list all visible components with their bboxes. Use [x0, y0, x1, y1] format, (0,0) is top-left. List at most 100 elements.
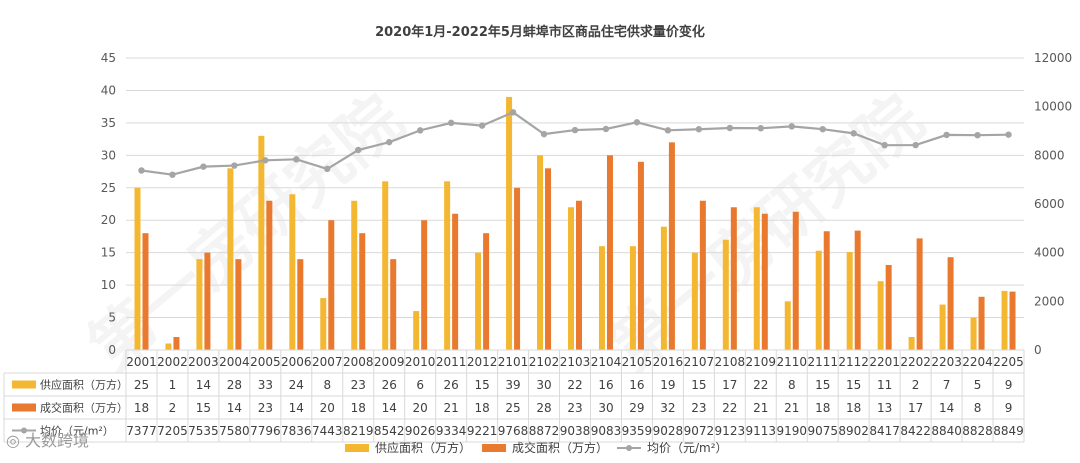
table-value: 20 [320, 401, 335, 415]
price-point [231, 162, 238, 169]
left-axis-tick: 0 [108, 343, 116, 357]
table-value: 9 [1005, 378, 1013, 392]
table-value: 23 [351, 378, 366, 392]
table-value: 8422 [900, 424, 931, 438]
category-label: 2001 [126, 355, 157, 369]
table-value: 8849 [993, 424, 1024, 438]
table-value: 8828 [962, 424, 993, 438]
table-value: 9028 [653, 424, 684, 438]
table-value: 25 [505, 401, 520, 415]
row-label: 成交面积（万方） [40, 401, 128, 415]
table-value: 20 [413, 401, 428, 415]
transaction-bar [792, 211, 799, 350]
supply-bar [877, 281, 884, 350]
legend-label: 均价（元/m²） [647, 441, 728, 455]
table-value: 28 [536, 401, 551, 415]
table-value: 7535 [188, 424, 219, 438]
table-value: 19 [660, 378, 675, 392]
table-value: 8219 [343, 424, 374, 438]
table-value: 9359 [622, 424, 653, 438]
left-axis-tick: 25 [101, 181, 116, 195]
transaction-bar [978, 296, 985, 350]
chart-title: 2020年1月-2022年5月蚌埠市区商品住宅供求量价变化 [375, 24, 705, 40]
supply-bar [413, 311, 420, 350]
table-value: 32 [660, 401, 675, 415]
table-value: 6 [416, 378, 424, 392]
table-value: 21 [753, 401, 768, 415]
transaction-bar [854, 230, 861, 350]
price-point [324, 165, 331, 173]
price-point [447, 119, 455, 127]
table-value: 17 [908, 401, 923, 415]
table-value: 21 [784, 401, 799, 415]
price-point [571, 126, 579, 134]
price-point [819, 125, 826, 133]
table-value: 9072 [684, 424, 715, 438]
row-marker [12, 380, 36, 389]
price-point [974, 131, 981, 139]
table-value: 17 [722, 378, 737, 392]
category-label: 2012 [467, 355, 498, 369]
price-point [726, 124, 734, 132]
legend-swatch [345, 444, 369, 452]
table-value: 22 [722, 401, 737, 415]
transaction-bar [576, 200, 582, 350]
table-value: 25 [134, 378, 149, 392]
category-label: 2103 [560, 355, 591, 369]
table-value: 7 [943, 378, 951, 392]
right-axis: 0 2000 4000 6000 8000 10000 12000 [1034, 51, 1072, 357]
right-axis-tick: 0 [1034, 343, 1042, 357]
price-point [633, 119, 641, 126]
transaction-bar [266, 200, 273, 350]
supply-bar [196, 259, 203, 350]
table-value: 9768 [498, 424, 529, 438]
right-axis-tick: 2000 [1034, 294, 1065, 308]
category-label: 2105 [622, 355, 653, 369]
category-label: 2004 [219, 355, 250, 369]
table-value: 7796 [250, 424, 281, 438]
supply-bar [753, 207, 760, 350]
price-point [850, 130, 857, 137]
table-value: 7443 [312, 424, 343, 438]
table-value: 15 [815, 378, 830, 392]
category-label: 2110 [776, 355, 807, 369]
table-value: 15 [474, 378, 489, 392]
left-axis-tick: 10 [101, 278, 116, 292]
table-value: 9038 [560, 424, 591, 438]
table-value: 39 [505, 378, 520, 392]
category-label: 2007 [312, 355, 343, 369]
legend-label: 成交面积（万方） [512, 440, 608, 455]
category-label: 2006 [281, 355, 312, 369]
table-value: 24 [289, 378, 304, 392]
supply-bar [537, 155, 544, 350]
table-value: 9 [1005, 401, 1013, 415]
table-value: 7580 [219, 424, 250, 438]
legend-swatch [482, 444, 506, 452]
price-point [262, 157, 269, 164]
table-value: 15 [846, 378, 861, 392]
supply-bar [939, 304, 946, 350]
left-axis-tick: 30 [101, 148, 116, 162]
supply-bar [444, 181, 451, 350]
price-point [695, 126, 703, 133]
supply-bar [908, 337, 915, 350]
category-label: 2101 [498, 355, 529, 369]
transaction-bar [297, 259, 304, 350]
table-value: 23 [691, 401, 706, 415]
table-value: 16 [598, 378, 613, 392]
transaction-bar [730, 207, 737, 350]
table-value: 9221 [467, 424, 498, 438]
table-value: 9190 [776, 424, 807, 438]
table-value: 8840 [931, 424, 962, 438]
price-point [943, 131, 950, 139]
price-point [881, 141, 888, 149]
transaction-bar [668, 142, 675, 350]
supply-bar [970, 317, 977, 350]
right-axis-tick: 10000 [1034, 100, 1072, 114]
category-label: 2201 [869, 355, 900, 369]
price-point [602, 125, 610, 133]
row-label: 供应面积（万方） [40, 378, 128, 392]
table-value: 14 [382, 401, 397, 415]
supply-bar [568, 207, 574, 350]
table-value: 26 [382, 378, 397, 392]
